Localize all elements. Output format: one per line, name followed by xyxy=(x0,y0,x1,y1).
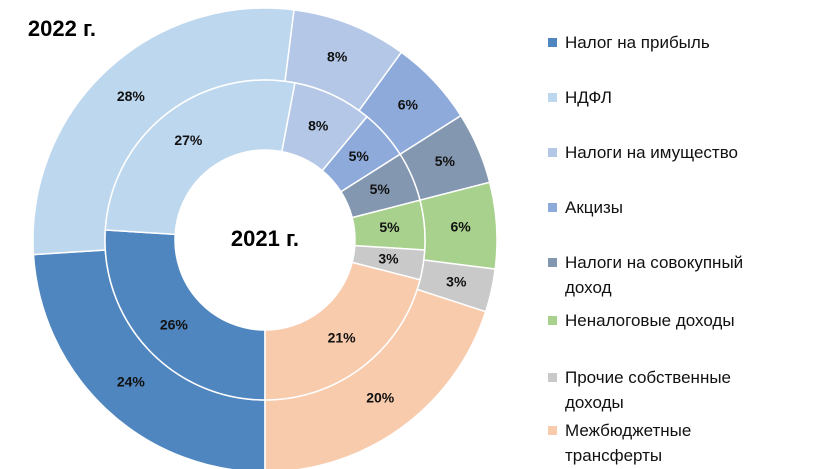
legend-item: Акцизы xyxy=(548,195,763,220)
data-label: 5% xyxy=(370,181,391,197)
legend-swatch xyxy=(548,373,557,382)
legend-swatch xyxy=(548,203,557,212)
data-label: 3% xyxy=(446,273,467,289)
legend-item: Неналоговые доходы xyxy=(548,308,763,333)
legend-item: Налоги на совокупный доход xyxy=(548,250,763,300)
legend-label: Неналоговые доходы xyxy=(565,311,735,330)
data-label: 5% xyxy=(435,153,456,169)
legend-label: Акцизы xyxy=(565,198,624,217)
data-label: 27% xyxy=(174,132,203,148)
data-label: 6% xyxy=(450,218,471,234)
data-label: 21% xyxy=(328,329,357,345)
inner-ring-title: 2021 г. xyxy=(231,226,299,251)
legend-swatch xyxy=(548,148,557,157)
data-label: 20% xyxy=(366,389,395,405)
legend-label: Прочие собственные доходы xyxy=(565,368,732,412)
legend-label: НДФЛ xyxy=(565,88,612,107)
data-label: 8% xyxy=(327,48,348,64)
legend-swatch xyxy=(548,316,557,325)
legend-item: НДФЛ xyxy=(548,85,763,110)
legend-label: Налог на прибыль xyxy=(565,33,710,52)
legend-item: Налоги на имущество xyxy=(548,140,763,165)
legend-item: Межбюджетные трансферты xyxy=(548,418,763,468)
data-label: 5% xyxy=(379,219,400,235)
legend-item: Прочие собственные доходы xyxy=(548,365,763,415)
outer-ring-title: 2022 г. xyxy=(28,16,96,41)
data-label: 5% xyxy=(349,148,370,164)
ring-segment xyxy=(104,229,266,401)
legend-swatch xyxy=(548,93,557,102)
legend-swatch xyxy=(548,38,557,47)
legend-label: Межбюджетные трансферты xyxy=(565,421,692,465)
legend-label: Налоги на имущество xyxy=(565,143,738,162)
data-label: 26% xyxy=(160,316,189,332)
ring-segment xyxy=(104,79,296,236)
data-label: 28% xyxy=(117,88,146,104)
ring-segment xyxy=(264,261,421,401)
legend-swatch xyxy=(548,258,557,267)
data-label: 6% xyxy=(398,97,419,113)
data-label: 24% xyxy=(117,374,146,390)
legend-swatch xyxy=(548,426,557,435)
legend-item: Налог на прибыль xyxy=(548,30,763,55)
data-label: 3% xyxy=(378,250,399,266)
data-label: 8% xyxy=(308,118,329,134)
legend-label: Налоги на совокупный доход xyxy=(565,253,744,297)
